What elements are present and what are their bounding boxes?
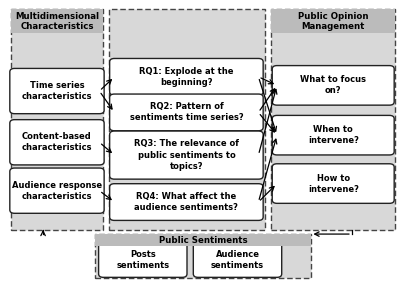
FancyBboxPatch shape — [110, 131, 263, 179]
Text: RQ2: Pattern of
sentiments time series?: RQ2: Pattern of sentiments time series? — [130, 102, 243, 122]
FancyBboxPatch shape — [109, 9, 265, 230]
Text: RQ1: Explode at the
beginning?: RQ1: Explode at the beginning? — [139, 67, 234, 87]
FancyBboxPatch shape — [271, 9, 395, 230]
Text: What to focus
on?: What to focus on? — [300, 75, 366, 96]
Text: Content-based
characteristics: Content-based characteristics — [22, 132, 92, 152]
FancyBboxPatch shape — [10, 68, 104, 114]
FancyBboxPatch shape — [96, 234, 310, 246]
FancyBboxPatch shape — [272, 164, 394, 203]
Text: Audience
sentiments: Audience sentiments — [211, 250, 264, 270]
Text: Audience response
characteristics: Audience response characteristics — [12, 181, 102, 201]
FancyBboxPatch shape — [110, 94, 263, 131]
Text: Time series
characteristics: Time series characteristics — [22, 81, 92, 101]
Text: Posts
sentiments: Posts sentiments — [116, 250, 169, 270]
FancyBboxPatch shape — [272, 115, 394, 155]
FancyBboxPatch shape — [11, 9, 103, 230]
FancyBboxPatch shape — [99, 242, 187, 277]
Text: Public Sentiments: Public Sentiments — [159, 236, 247, 245]
FancyBboxPatch shape — [11, 9, 103, 33]
FancyBboxPatch shape — [110, 184, 263, 221]
FancyBboxPatch shape — [96, 234, 310, 278]
FancyBboxPatch shape — [193, 242, 282, 277]
Text: Public Opinion
Management: Public Opinion Management — [298, 12, 368, 31]
Text: When to
intervene?: When to intervene? — [308, 125, 359, 145]
Text: RQ4: What affect the
audience sentiments?: RQ4: What affect the audience sentiments… — [134, 192, 238, 212]
FancyBboxPatch shape — [10, 120, 104, 165]
Text: How to
intervene?: How to intervene? — [308, 174, 359, 194]
FancyBboxPatch shape — [272, 65, 394, 105]
FancyBboxPatch shape — [10, 168, 104, 213]
FancyBboxPatch shape — [110, 58, 263, 95]
FancyBboxPatch shape — [271, 9, 395, 33]
Text: Multidimensional
Characteristics: Multidimensional Characteristics — [15, 12, 99, 31]
Text: RQ3: The relevance of
public sentiments to
topics?: RQ3: The relevance of public sentiments … — [134, 140, 239, 171]
